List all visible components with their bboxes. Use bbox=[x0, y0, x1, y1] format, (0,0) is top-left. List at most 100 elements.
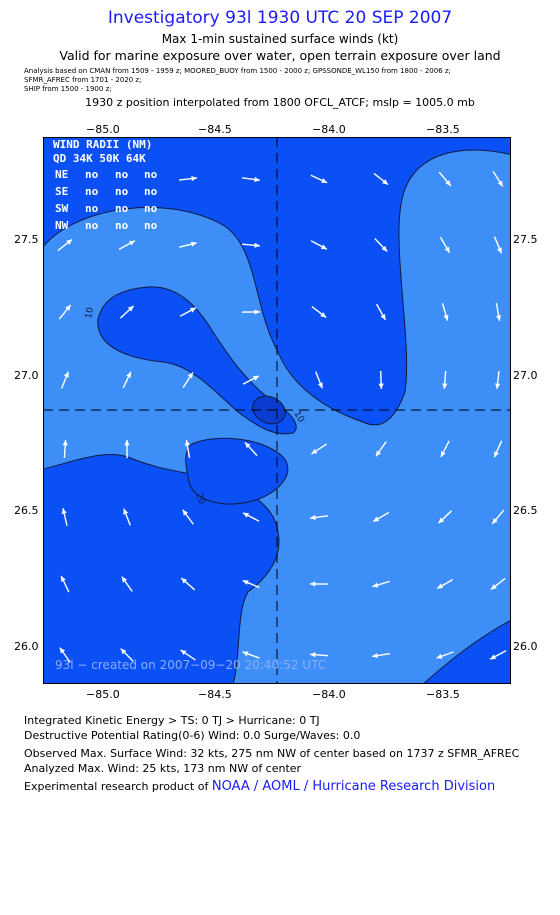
wind-arrow-head bbox=[310, 652, 316, 658]
wind-arrow-head bbox=[244, 442, 251, 449]
lon-tick-top: −83.5 bbox=[426, 123, 460, 136]
wind-arrow-head bbox=[496, 315, 502, 321]
wind-arrow-head bbox=[243, 512, 250, 518]
wind-arrow-head bbox=[497, 180, 503, 187]
wind-arrow-head bbox=[127, 305, 134, 312]
analysis-line-1: Analysis based on CMAN from 1509 - 1959 … bbox=[24, 67, 451, 75]
wind-arrow-head bbox=[490, 584, 497, 590]
wind-arrow-head bbox=[320, 244, 327, 250]
wind-vectors bbox=[57, 171, 507, 663]
wind-radii-header: QD 34K 50K 64K bbox=[53, 152, 146, 165]
wind-arrow-head bbox=[242, 580, 249, 586]
watermark: 93l − created on 2007−09−20 20:40:52 UTC bbox=[55, 658, 326, 672]
wind-arrow-head bbox=[181, 578, 188, 584]
lon-tick-top: −84.5 bbox=[198, 123, 232, 136]
wind-radii-50k: no bbox=[115, 168, 129, 181]
credit-text: Experimental research product of bbox=[24, 780, 209, 793]
wind-arrow-head bbox=[124, 440, 130, 446]
wind-radii-34k: no bbox=[85, 219, 99, 232]
wind-radii-64k: no bbox=[144, 185, 158, 198]
wind-arrow-head bbox=[184, 440, 190, 446]
wind-arrow-head bbox=[382, 179, 389, 185]
lat-tick-right: 27.0 bbox=[513, 369, 538, 382]
wind-arrow-head bbox=[120, 648, 127, 655]
wind-arrow-head bbox=[253, 375, 260, 381]
wind-radii-34k: no bbox=[85, 185, 99, 198]
wind-arrow-head bbox=[65, 304, 71, 311]
wind-arrow-head bbox=[380, 313, 386, 320]
contour-label: 10 bbox=[84, 306, 96, 319]
wind-arrow-head bbox=[61, 508, 67, 515]
wind-arrow-head bbox=[492, 518, 498, 524]
lon-tick-bottom: −85.0 bbox=[86, 688, 120, 701]
wind-arrow-head bbox=[320, 312, 327, 318]
analysis-line-2: SFMR_AFREC from 1701 - 2020 z; bbox=[24, 76, 142, 84]
wind-arrow-head bbox=[445, 180, 451, 186]
wind-arrow-head bbox=[317, 382, 323, 389]
lon-tick-top: −85.0 bbox=[86, 123, 120, 136]
wind-arrow-head bbox=[182, 509, 188, 516]
wind-arrow-head bbox=[190, 241, 197, 247]
ike-line: Integrated Kinetic Energy > TS: 0 TJ > H… bbox=[24, 714, 320, 727]
wind-radii-64k: no bbox=[144, 202, 158, 215]
wind-arrow-head bbox=[440, 451, 446, 458]
lon-tick-top: −84.0 bbox=[312, 123, 346, 136]
contour-closed-20 bbox=[185, 437, 289, 505]
wind-arrow-head bbox=[63, 371, 69, 378]
wind-radii-34k: no bbox=[85, 168, 99, 181]
wind-radii-quad: SW bbox=[55, 202, 69, 215]
lat-tick-left: 27.0 bbox=[14, 369, 39, 382]
valid-note: Valid for marine exposure over water, op… bbox=[59, 48, 501, 63]
wind-arrow-head bbox=[381, 245, 388, 252]
wind-arrow-head bbox=[496, 247, 502, 254]
wind-arrow-head bbox=[373, 516, 380, 522]
wind-radii-50k: no bbox=[115, 202, 129, 215]
lat-tick-left: 26.5 bbox=[14, 504, 39, 517]
wind-arrow-head bbox=[436, 653, 443, 659]
contour-lobe-0-10 bbox=[97, 286, 297, 435]
interpolation-note: 1930 z position interpolated from 1800 O… bbox=[85, 96, 475, 109]
lat-tick-right: 26.5 bbox=[513, 504, 538, 517]
map-frame bbox=[43, 137, 511, 684]
page-title: Investigatory 93l 1930 UTC 20 SEP 2007 bbox=[107, 8, 453, 28]
wind-arrow-head bbox=[310, 514, 316, 521]
lat-tick-left: 26.0 bbox=[14, 640, 39, 653]
wind-arrow-head bbox=[437, 583, 444, 589]
wind-arrow-head bbox=[254, 309, 260, 315]
wind-arrow-head bbox=[378, 383, 384, 389]
wind-radii-64k: no bbox=[144, 168, 158, 181]
wind-arrow-head bbox=[311, 448, 318, 454]
wind-arrow-head bbox=[59, 647, 66, 654]
lat-tick-left: 27.5 bbox=[14, 233, 39, 246]
wind-arrow-head bbox=[126, 371, 131, 378]
wind-arrow-head bbox=[180, 649, 187, 656]
wind-arrow-head bbox=[189, 307, 196, 313]
analysis-line-3: SHIP from 1500 - 1900 z; bbox=[24, 85, 112, 93]
credit-link[interactable]: NOAA / AOML / Hurricane Research Divisio… bbox=[211, 779, 496, 794]
contour-patch-se bbox=[422, 619, 511, 684]
wind-radii-50k: no bbox=[115, 219, 129, 232]
wind-arrow-head bbox=[495, 383, 501, 389]
wind-arrow-head bbox=[372, 582, 379, 588]
subtitle: Max 1-min sustained surface winds (kt) bbox=[161, 32, 399, 46]
wind-arrow-head bbox=[191, 175, 197, 182]
wind-radii-quad: NW bbox=[55, 219, 69, 232]
wind-arrow-head bbox=[61, 575, 66, 582]
wind-radii-64k: no bbox=[144, 219, 158, 232]
wind-arrow-head bbox=[443, 314, 449, 321]
wind-arrow-head bbox=[375, 450, 382, 457]
dpr-line: Destructive Potential Rating(0-6) Wind: … bbox=[24, 729, 361, 742]
wind-arrow-head bbox=[442, 383, 448, 389]
wind-arrow-head bbox=[254, 242, 260, 248]
wind-arrow-head bbox=[321, 178, 328, 183]
wind-arrow-head bbox=[494, 451, 499, 458]
lat-tick-right: 26.0 bbox=[513, 640, 538, 653]
wind-radii-34k: no bbox=[85, 202, 99, 215]
wind-radii-title: WIND RADII (NM) bbox=[53, 138, 152, 151]
lon-tick-bottom: −84.0 bbox=[312, 688, 346, 701]
wind-arrow-head bbox=[187, 372, 193, 379]
wind-arrow-head bbox=[66, 239, 73, 245]
wind-map[interactable]: 10 10 20 WIND RADII (NM) QD 34K 50K 64K … bbox=[43, 137, 511, 684]
wind-arrow-head bbox=[254, 176, 260, 183]
wind-radii-50k: no bbox=[115, 185, 129, 198]
